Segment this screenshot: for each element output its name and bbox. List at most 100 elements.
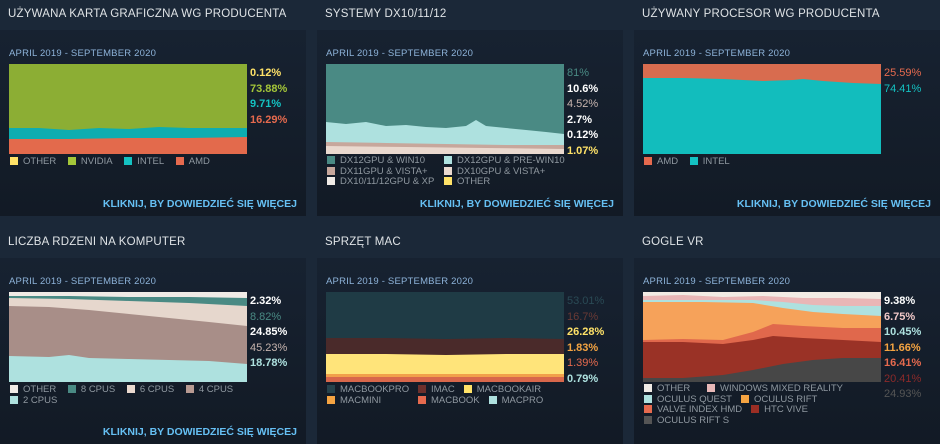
chart-legend: DX12GPU & WIN10 DX12GPU & PRE-WIN10 DX11G… [327,155,617,188]
legend-label: OCULUS QUEST [657,393,732,405]
legend-label: 6 CPUS [139,384,175,395]
band-dx10-vista [326,146,564,154]
legend-item: 2 CPUS [10,395,57,406]
legend-item: OCULUS RIFT S [644,415,729,427]
legend-swatch [751,405,760,413]
legend-item: NVIDIA [67,156,113,167]
legend-swatch [740,394,749,403]
panel-title: UŻYWANA KARTA GRAFICZNA WG PRODUCENTA [0,0,306,30]
legend-item: INTEL [689,156,730,167]
date-range: APRIL 2019 - SEPTEMBER 2020 [643,48,791,59]
panel-title: SPRZĘT MAC [317,228,623,258]
chart-legend: MACBOOKPRO IMAC MACBOOKAIR MACMINI MACBOOK M… [327,384,617,406]
value-labels: 9.38% 6.75% 10.45% 11.66% 16.41% 20.41% … [884,294,940,403]
legend-label: AMD [188,156,210,167]
band-intel [643,78,881,154]
legend-label: DX10/11/12GPU & XP [340,176,435,187]
legend-label: INTEL [702,156,730,167]
panel-gpu-vendor: UŻYWANA KARTA GRAFICZNA WG PRODUCENTA AP… [0,0,306,216]
legend-swatch [327,166,335,175]
legend-label: 8 CPUS [80,384,116,395]
learn-more-link[interactable]: KLIKNIJ, BY DOWIEDZIEĆ SIĘ WIĘCEJ [419,198,614,210]
legend-swatch [644,415,652,424]
legend-item: MACBOOKAIR [463,384,542,395]
legend-label: 2 CPUS [23,395,58,406]
value-oculus-rift-s: 24.93% [884,388,922,400]
legend-swatch [126,385,135,393]
legend-label: MACBOOKPRO [340,384,410,395]
chart-legend: AMD INTEL [644,156,934,167]
panel-cpu-cores: LICZBA RDZENI NA KOMPUTER APRIL 2019 - S… [0,228,306,444]
value-dx10-vista: 2.7% [567,113,593,126]
legend-label: MACBOOKAIR [476,384,542,395]
chart-svg [643,292,881,382]
legend-label: INTEL [137,156,165,167]
value-8cpus: 8.82% [250,310,282,323]
learn-more-link[interactable]: KLIKNIJ, BY DOWIEDZIEĆ SIĘ WIĘCEJ [102,198,297,210]
legend-label: AMD [657,156,679,167]
panel-body: APRIL 2019 - SEPTEMBER 2020 2.32% 8.82% … [0,258,306,444]
chart-svg [326,64,564,154]
stacked-area-chart [9,64,247,154]
legend-swatch [124,157,133,165]
value-oculus-rift: 11.66% [884,341,921,354]
value-other: 0.12% [250,67,282,79]
value-amd: 25.59% [884,67,922,79]
date-range: APRIL 2019 - SEPTEMBER 2020 [326,276,474,287]
panel-body: APRIL 2019 - SEPTEMBER 2020 53.01% 16.7%… [317,258,623,444]
legend-item: 8 CPUS [67,384,116,395]
legend-swatch [418,396,426,404]
legend-item: DX10/11/12GPU & XP [327,176,435,188]
learn-more-link[interactable]: KLIKNIJ, BY DOWIEDZIEĆ SIĘ WIĘCEJ [102,426,297,438]
value-labels: 0.12% 73.88% 9.71% 16.29% [250,66,306,128]
legend-swatch [327,385,335,393]
legend-item: AMD [175,156,210,167]
value-dx12-pre-win10: 10.6% [567,82,599,95]
value-htc-vive: 20.41% [884,372,922,385]
date-range: APRIL 2019 - SEPTEMBER 2020 [9,276,157,287]
value-wmr: 6.75% [884,310,916,323]
legend-swatch [67,157,76,165]
legend-label: OCULUS RIFT [753,393,818,405]
value-macbookair: 26.28% [567,326,605,338]
chart-svg [643,64,881,154]
value-dx11-vista: 4.52% [567,98,599,110]
panel-title: LICZBA RDZENI NA KOMPUTER [0,228,306,258]
legend-swatch [488,396,497,404]
legend-label: OTHER [23,156,57,167]
legend-label: 4 CPUS [198,384,234,395]
legend-label: HTC VIVE [764,404,808,415]
legend-label: OTHER [657,383,691,394]
value-labels: 53.01% 16.7% 26.28% 1.83% 1.39% 0.79% [567,294,623,387]
legend-item: OTHER [644,383,698,395]
legend-item: IMAC [418,384,455,395]
legend-swatch [644,384,652,392]
value-labels: 2.32% 8.82% 24.85% 45.23% 18.78% [250,294,306,372]
band-oculus-rift-s [643,358,881,382]
value-intel: 9.71% [250,98,282,110]
legend-label: DX12GPU & PRE-WIN10 [457,155,565,166]
legend-swatch [418,385,426,393]
legend-item: DX11GPU & VISTA+ [327,166,435,178]
stacked-area-chart [326,64,564,154]
value-xp: 0.12% [567,129,599,141]
legend-item: DX12GPU & WIN10 [327,155,435,167]
legend-label: VALVE INDEX HMD [657,404,743,415]
chart-legend: OTHER 8 CPUS 6 CPUS 4 CPUS 2 CPUS [10,384,300,406]
legend-label: MACMINI [340,395,382,406]
learn-more-link[interactable]: KLIKNIJ, BY DOWIEDZIEĆ SIĘ WIĘCEJ [736,198,931,210]
legend-swatch [185,385,194,393]
legend-swatch [644,157,652,165]
stacked-area-chart [643,292,881,382]
value-labels: 25.59% 74.41% [884,66,940,97]
legend-swatch [10,157,18,165]
legend-item: HTC VIVE [751,404,808,416]
panel-directx: SYSTEMY DX10/11/12 APRIL 2019 - SEPTEMBE… [317,0,623,216]
legend-swatch [175,157,184,165]
value-macpro: 0.79% [567,372,599,385]
legend-item: OTHER [10,384,56,395]
legend-swatch [644,394,652,403]
value-macmini: 1.83% [567,341,599,354]
legend-item: OTHER [444,176,490,188]
legend-item: MACMINI [327,395,409,406]
